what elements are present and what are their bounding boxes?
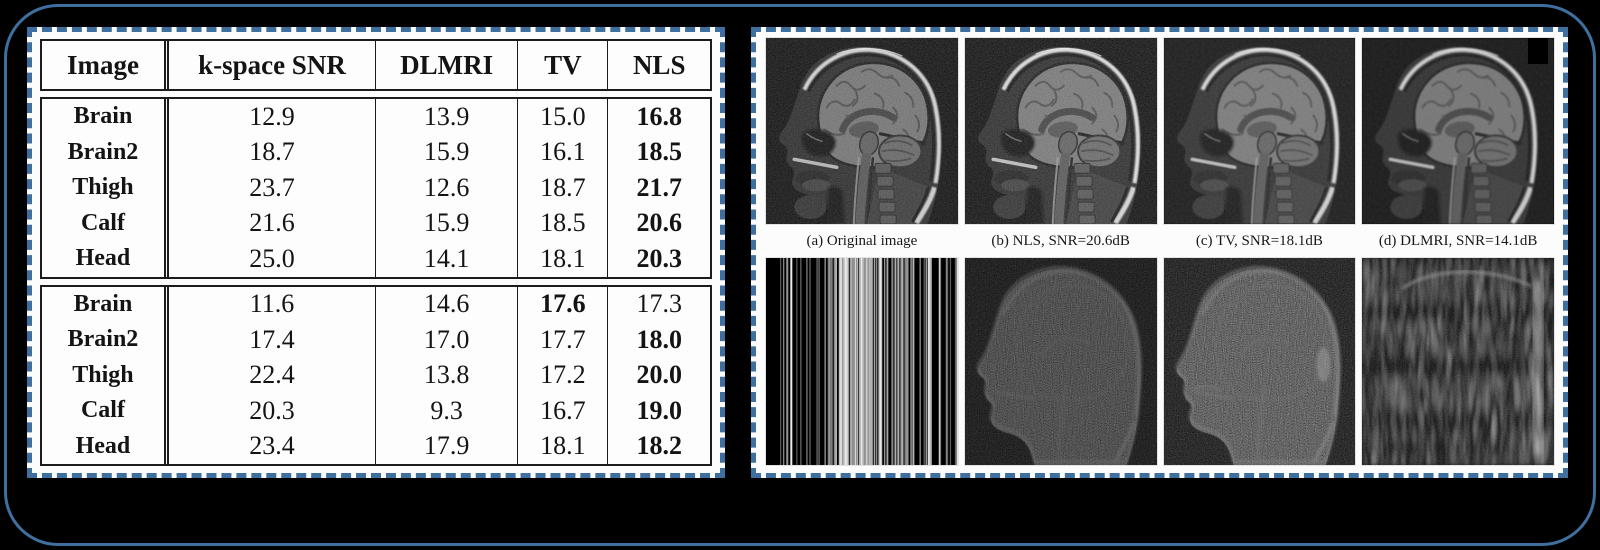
row-label: Brain2 [42, 134, 169, 170]
snr-value: 12.6 [376, 170, 519, 206]
snr-value: 15.9 [376, 205, 519, 241]
snr-value: 25.0 [169, 241, 376, 277]
snr-value: 14.6 [376, 286, 519, 322]
snr-value: 20.0 [636, 360, 682, 390]
tv-error-map-image [1162, 257, 1357, 466]
snr-value: 23.7 [169, 170, 376, 206]
column-header-tv: TV [518, 41, 609, 89]
snr-value: 18.0 [636, 324, 682, 354]
snr-value: 20.3 [169, 393, 376, 429]
caption-nls: (b) NLS, SNR=20.6dB [964, 227, 1157, 255]
original-mri-image [765, 37, 959, 225]
snr-value: 21.7 [636, 172, 682, 202]
table-row: Thigh 23.7 12.6 18.7 21.7 [42, 170, 710, 206]
dlmri-artifact-patch [1528, 38, 1548, 64]
snr-value: 15.0 [518, 99, 609, 135]
snr-value: 18.5 [518, 205, 609, 241]
row-label: Brain [42, 286, 169, 322]
snr-table: Image k-space SNR DLMRI TV NLS Brain 12.9… [40, 39, 712, 466]
caption-dlmri: (d) DLMRI, SNR=14.1dB [1362, 227, 1554, 255]
snr-value: 17.3 [636, 289, 682, 319]
row-label: Calf [42, 205, 169, 241]
snr-value: 23.4 [169, 428, 376, 464]
row-label: Brain2 [42, 322, 169, 358]
snr-value: 16.7 [518, 393, 609, 429]
snr-value: 18.1 [518, 428, 609, 464]
snr-value: 20.6 [636, 208, 682, 238]
dlmri-reconstruction-image [1361, 37, 1555, 225]
snr-value: 17.4 [169, 322, 376, 358]
snr-value: 12.9 [169, 99, 376, 135]
snr-value: 20.3 [636, 243, 682, 273]
table-header-row: Image k-space SNR DLMRI TV NLS [42, 41, 710, 89]
snr-value: 11.6 [169, 286, 376, 322]
snr-value: 17.7 [518, 322, 609, 358]
snr-value: 17.9 [376, 428, 519, 464]
nls-reconstruction-image [963, 37, 1158, 225]
row-label: Brain [42, 99, 169, 135]
row-label: Thigh [42, 170, 169, 206]
snr-value: 13.8 [376, 357, 519, 393]
column-header-kspace-snr: k-space SNR [169, 41, 376, 89]
mri-figure-panel: (a) Original image (b) NLS, SNR=20.6dB (… [751, 27, 1568, 478]
snr-value: 17.0 [376, 322, 519, 358]
table-row: Brain2 18.7 15.9 16.1 18.5 [42, 134, 710, 170]
snr-value: 14.1 [376, 241, 519, 277]
snr-value: 9.3 [376, 393, 519, 429]
table-row: Brain 12.9 13.9 15.0 16.8 [42, 99, 710, 135]
table-group-1: Brain 12.9 13.9 15.0 16.8 Brain2 18.7 15.9 16.1 1… [40, 97, 712, 279]
snr-value: 18.7 [518, 170, 609, 206]
snr-value: 19.0 [636, 395, 682, 425]
caption-original: (a) Original image [766, 227, 958, 255]
dlmri-error-map-image [1361, 257, 1555, 466]
snr-value: 18.5 [636, 137, 682, 167]
snr-value: 18.2 [636, 431, 682, 461]
snr-value: 15.9 [376, 134, 519, 170]
row-label: Head [42, 428, 169, 464]
table-group-2: Brain 11.6 14.6 17.6 17.3 Brain2 17.4 17.0 17.7 1… [40, 284, 712, 466]
snr-value: 17.2 [518, 357, 609, 393]
snr-table-panel: Image k-space SNR DLMRI TV NLS Brain 12.9… [27, 27, 725, 478]
table-row: Brain2 17.4 17.0 17.7 18.0 [42, 322, 710, 358]
figure-grid: (a) Original image (b) NLS, SNR=20.6dB (… [765, 37, 1555, 466]
table-row: Thigh 22.4 13.8 17.2 20.0 [42, 357, 710, 393]
row-label: Thigh [42, 357, 169, 393]
table-row: Calf 21.6 15.9 18.5 20.6 [42, 205, 710, 241]
table-row: Head 25.0 14.1 18.1 20.3 [42, 241, 710, 277]
snr-value: 17.6 [518, 286, 609, 322]
caption-tv: (c) TV, SNR=18.1dB [1163, 227, 1356, 255]
column-header-dlmri: DLMRI [376, 41, 519, 89]
table-row: Brain 11.6 14.6 17.6 17.3 [42, 286, 710, 322]
table-row: Calf 20.3 9.3 16.7 19.0 [42, 393, 710, 429]
snr-value: 22.4 [169, 357, 376, 393]
snr-value: 21.6 [169, 205, 376, 241]
snr-value: 18.7 [169, 134, 376, 170]
row-label: Calf [42, 393, 169, 429]
row-label: Head [42, 241, 169, 277]
snr-value: 16.1 [518, 134, 609, 170]
snr-value: 18.1 [518, 241, 609, 277]
nls-error-map-image [963, 257, 1158, 466]
table-header-box: Image k-space SNR DLMRI TV NLS [40, 39, 712, 91]
snr-value: 16.8 [636, 101, 682, 131]
column-header-nls: NLS [632, 49, 686, 80]
tv-reconstruction-image [1162, 37, 1357, 225]
kspace-sampling-mask-image [765, 257, 959, 466]
column-header-image: Image [42, 41, 169, 89]
snr-value: 13.9 [376, 99, 519, 135]
table-row: Head 23.4 17.9 18.1 18.2 [42, 428, 710, 464]
